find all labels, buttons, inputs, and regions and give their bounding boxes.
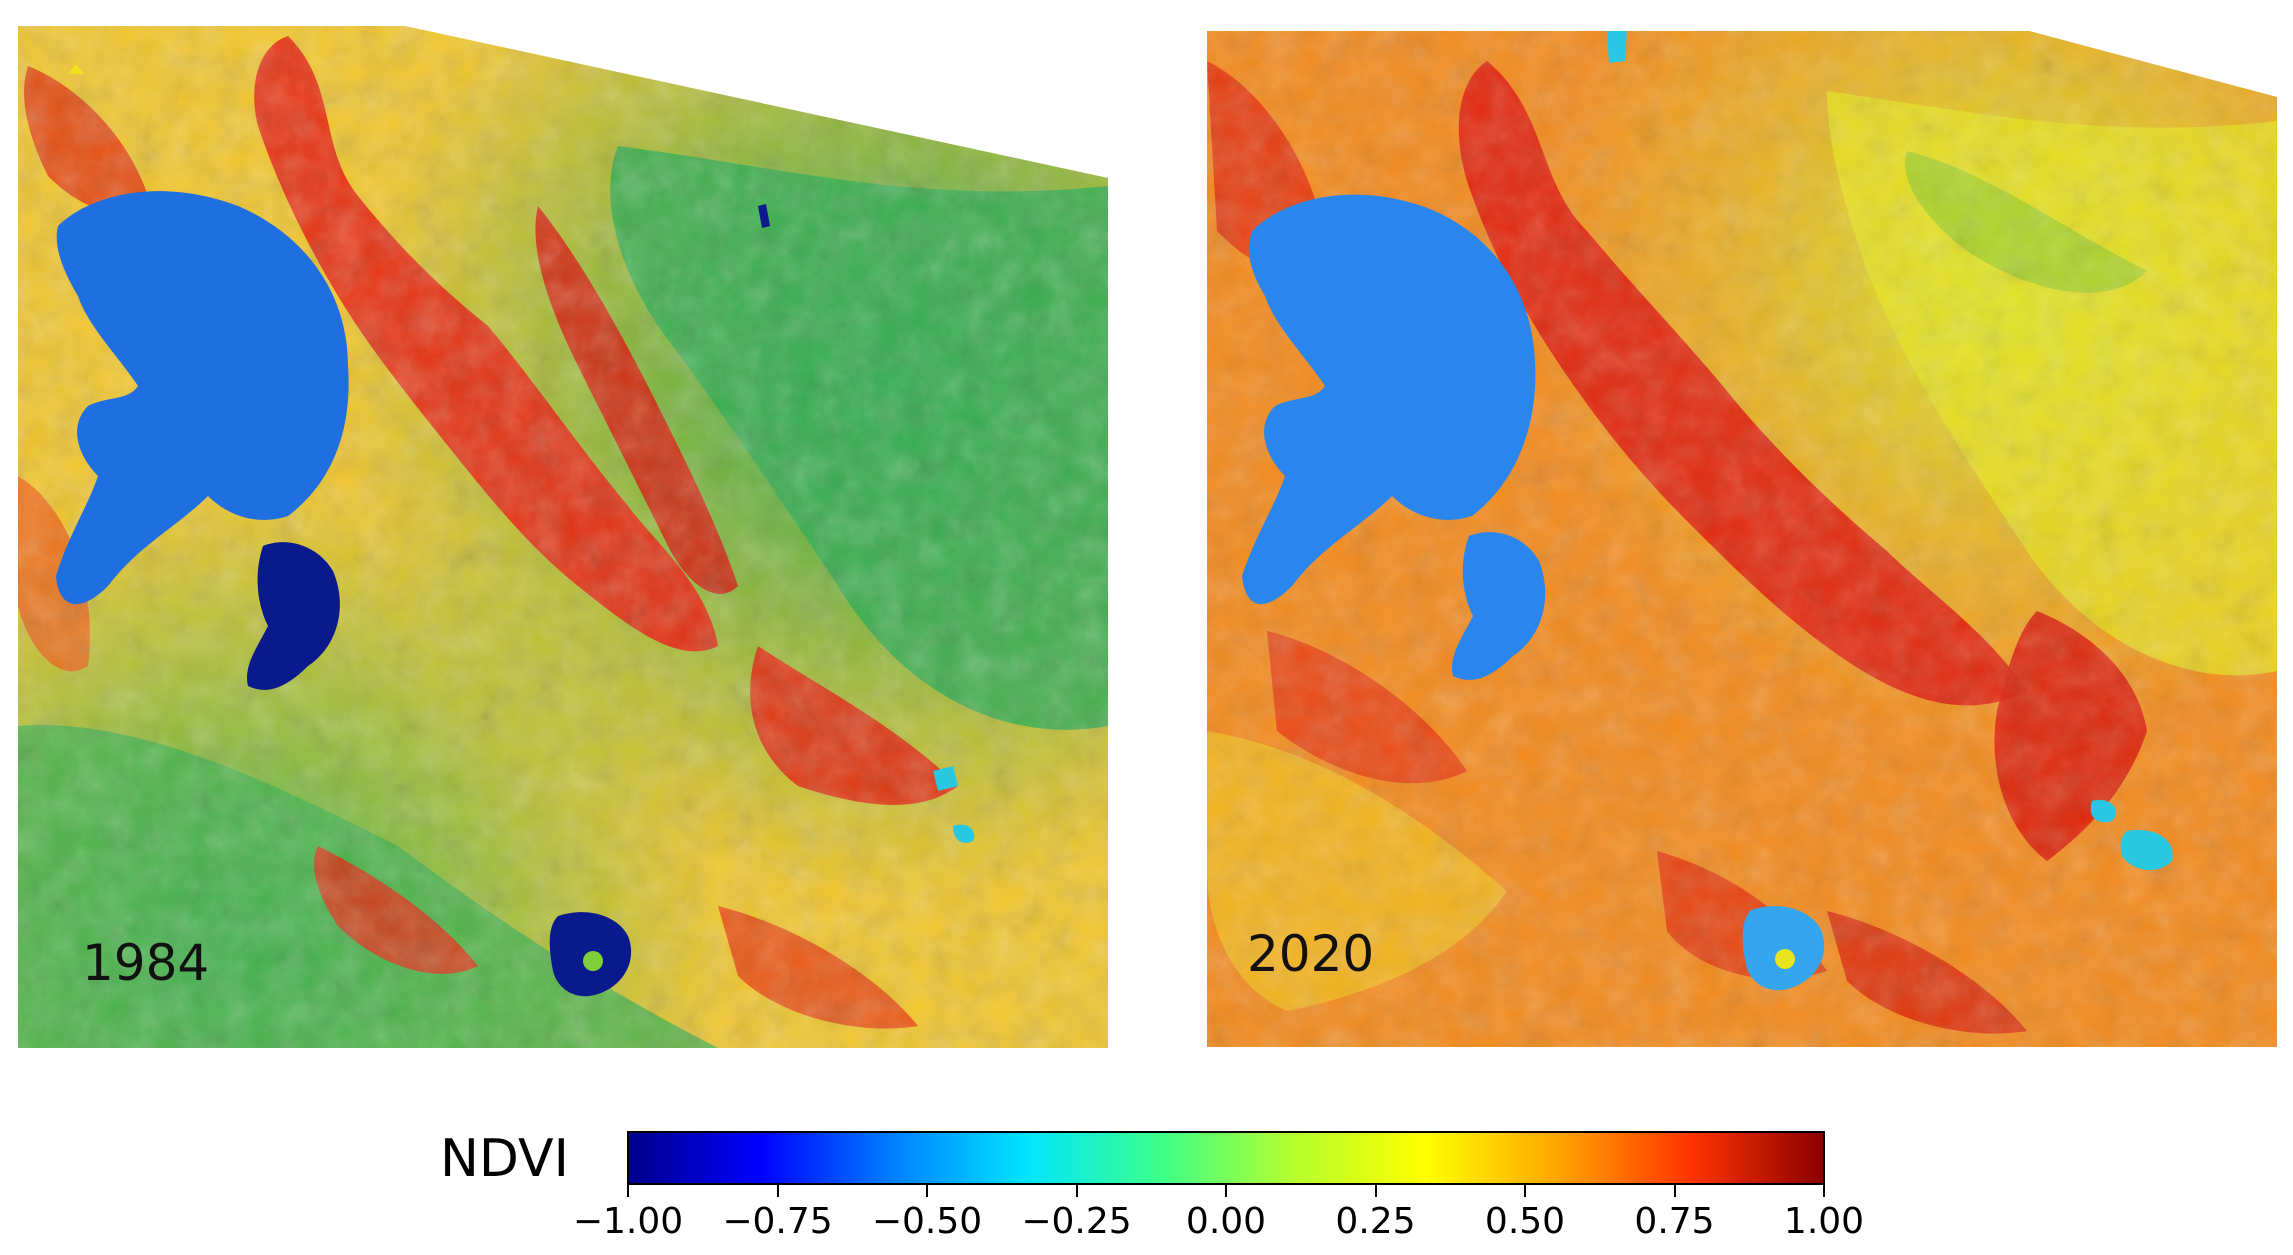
colorbar-tick-label: 0.00 bbox=[1185, 1201, 1267, 1242]
map-panel-2020: 2020 bbox=[1207, 31, 2277, 1047]
colorbar-tick-mark bbox=[1673, 1185, 1676, 1197]
ndvi-map-2020 bbox=[1207, 31, 2277, 1047]
colorbar-tick-label: 0.75 bbox=[1634, 1201, 1715, 1242]
map-panel-1984: 1984 bbox=[18, 26, 1108, 1048]
colorbar-tick-label: −0.50 bbox=[871, 1201, 983, 1242]
colorbar-tick-mark bbox=[627, 1185, 629, 1197]
ndvi-colorbar bbox=[627, 1131, 1825, 1185]
colorbar-tick-label: −1.00 bbox=[572, 1201, 684, 1242]
colorbar-tick-mark bbox=[926, 1185, 928, 1197]
colorbar-tick-label: −0.25 bbox=[1021, 1201, 1132, 1242]
colorbar-tick-mark bbox=[776, 1185, 779, 1197]
legend-title: NDVI bbox=[440, 1129, 569, 1189]
colorbar-tick-label: 1.00 bbox=[1783, 1201, 1865, 1242]
colorbar-tick-label: −0.75 bbox=[722, 1201, 833, 1242]
colorbar-tick-label: 0.25 bbox=[1335, 1201, 1416, 1242]
colorbar-tick-mark bbox=[1075, 1185, 1078, 1197]
colorbar-tick-mark bbox=[1524, 1185, 1526, 1197]
colorbar-gradient bbox=[627, 1131, 1825, 1185]
colorbar-tick-label: 0.50 bbox=[1484, 1201, 1566, 1242]
colorbar-tick-mark bbox=[1823, 1185, 1825, 1197]
colorbar-tick-mark bbox=[1374, 1185, 1377, 1197]
year-label-1984: 1984 bbox=[82, 934, 210, 992]
year-label-2020: 2020 bbox=[1247, 925, 1375, 983]
colorbar-tick-mark bbox=[1225, 1185, 1227, 1197]
ndvi-map-1984 bbox=[18, 26, 1108, 1048]
